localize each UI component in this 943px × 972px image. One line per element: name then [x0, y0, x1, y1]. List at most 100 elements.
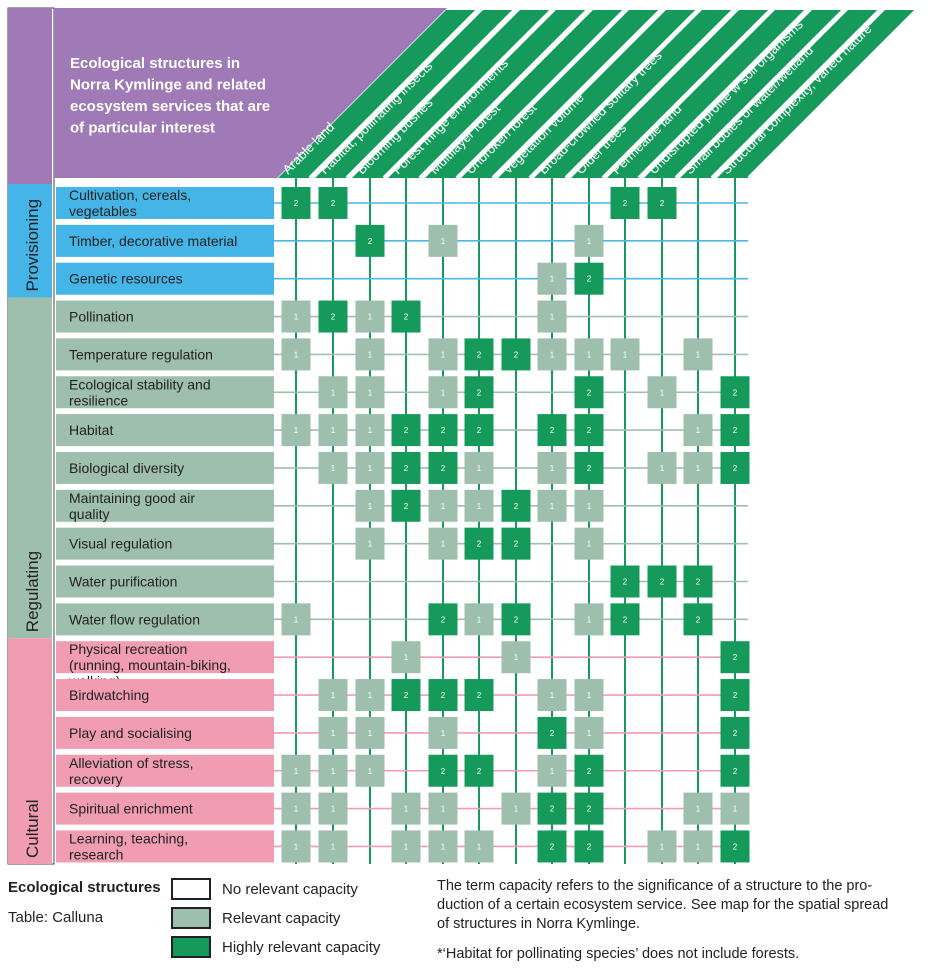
cell-value-label: 1 — [550, 691, 555, 700]
row-label-box — [56, 792, 274, 825]
row-label-box — [56, 376, 274, 409]
matrix-cell-relevant — [318, 754, 348, 787]
row-label-box — [56, 527, 274, 560]
cell-value-label: 1 — [441, 388, 446, 397]
matrix-cell-high — [428, 451, 458, 484]
cell-value-label: 1 — [368, 502, 373, 511]
matrix-cell-relevant — [428, 338, 458, 371]
cell-value-label: 2 — [733, 653, 738, 662]
cell-value-label: 2 — [441, 615, 446, 624]
cell-value-label: 1 — [696, 805, 701, 814]
row-label: Timber, decorative material — [69, 233, 237, 249]
row-label: Spiritual enrichment — [69, 801, 193, 817]
cell-value-label: 2 — [550, 805, 555, 814]
matrix-cell-relevant — [281, 830, 311, 863]
row-label: Ecological stability and resilience — [69, 376, 211, 408]
row-label-box — [56, 224, 274, 257]
row-label: Genetic resources — [69, 271, 183, 287]
matrix-cell-relevant — [428, 376, 458, 409]
column-separator — [418, 8, 590, 180]
column-header-band — [278, 10, 478, 178]
matrix-cell-high — [537, 414, 567, 447]
matrix-cell-high — [574, 792, 604, 825]
cell-value-label: 1 — [368, 426, 373, 435]
matrix-cell-relevant — [683, 338, 713, 371]
matrix-cell-relevant — [683, 830, 713, 863]
cell-value-label: 1 — [331, 767, 336, 776]
cell-value-label: 2 — [550, 842, 555, 851]
legend-swatch-highly-relevant — [171, 936, 211, 958]
matrix-cell-high — [720, 414, 750, 447]
matrix-cell-relevant — [464, 603, 494, 636]
matrix-cell-relevant — [281, 414, 311, 447]
column-header-band — [388, 10, 588, 178]
matrix-cell-relevant — [574, 679, 604, 712]
matrix-cell-relevant — [355, 679, 385, 712]
matrix-cell-high — [537, 716, 567, 749]
capacity-note-line: duction of a certain ecosystem service. … — [437, 897, 889, 913]
matrix-cell-relevant — [501, 792, 531, 825]
cell-value-label: 2 — [514, 615, 519, 624]
matrix-cell-relevant — [355, 300, 385, 333]
matrix-cell-high — [464, 679, 494, 712]
cell-value-label: 2 — [733, 464, 738, 473]
matrix-cell-relevant — [428, 830, 458, 863]
cell-value-label: 1 — [514, 653, 519, 662]
cell-value-label: 1 — [441, 729, 446, 738]
cell-value-label: 1 — [368, 350, 373, 359]
matrix-cell-relevant — [501, 641, 531, 674]
row-label-box — [56, 187, 274, 219]
matrix-cell-relevant — [355, 376, 385, 409]
cell-value-label: 2 — [477, 767, 482, 776]
cell-value-label: 1 — [441, 540, 446, 549]
row-label-line: Birdwatching — [69, 687, 149, 703]
cell-value-label: 2 — [368, 237, 373, 246]
matrix-cell-relevant — [647, 451, 677, 484]
matrix-cell-relevant — [428, 527, 458, 560]
column-header-band — [352, 10, 552, 178]
cell-value-label: 1 — [550, 350, 555, 359]
row-label-line: quality — [69, 506, 109, 522]
group-label: Cultural — [23, 799, 42, 858]
row-label-box — [56, 338, 274, 371]
cell-value-label: 1 — [294, 767, 299, 776]
page-title-line: Norra Kymlinge and related — [70, 77, 266, 94]
matrix-cell-relevant — [281, 754, 311, 787]
matrix-cell-high — [720, 754, 750, 787]
row-label: Maintaining good air quality — [69, 490, 195, 522]
cell-value-label: 2 — [733, 842, 738, 851]
matrix-cell-high — [720, 679, 750, 712]
cell-value-label: 1 — [587, 729, 592, 738]
cell-value-label: 1 — [294, 426, 299, 435]
row-label: Temperature regulation — [69, 346, 213, 362]
cell-value-label: 2 — [331, 313, 336, 322]
matrix-cell-high — [281, 187, 311, 219]
row-label-line: Maintaining good air — [69, 490, 195, 506]
cell-value-label: 1 — [331, 842, 336, 851]
matrix-cell-relevant — [464, 451, 494, 484]
matrix-cell-high — [428, 603, 458, 636]
cell-value-label: 1 — [550, 767, 555, 776]
capacity-note-line: of structures in Norra Kymlinge. — [437, 916, 641, 932]
matrix-cell-relevant — [318, 830, 348, 863]
cell-value-label: 2 — [477, 350, 482, 359]
cell-value-label: 2 — [441, 464, 446, 473]
matrix-cell-relevant — [537, 300, 567, 333]
cell-value-label: 2 — [514, 502, 519, 511]
matrix-cell-relevant — [647, 376, 677, 409]
matrix-cell-high — [647, 187, 677, 219]
matrix-cell-high — [501, 527, 531, 560]
footnote: *‘Habitat for pollinating species’ does … — [437, 946, 800, 962]
cell-value-label: 1 — [331, 388, 336, 397]
matrix-chart: Ecological structures in Norra Kymlinge a… — [7, 7, 919, 865]
cell-value-label: 2 — [733, 767, 738, 776]
matrix-cell-high — [683, 565, 713, 598]
cell-value-label: 2 — [660, 578, 665, 587]
cell-value-label: 2 — [587, 842, 592, 851]
matrix-cell-relevant — [355, 489, 385, 522]
matrix-cell-high — [391, 414, 421, 447]
cell-value-label: 1 — [331, 426, 336, 435]
matrix-cell-high — [318, 300, 348, 333]
cell-value-label: 1 — [696, 842, 701, 851]
legend-swatch-none — [171, 878, 211, 900]
